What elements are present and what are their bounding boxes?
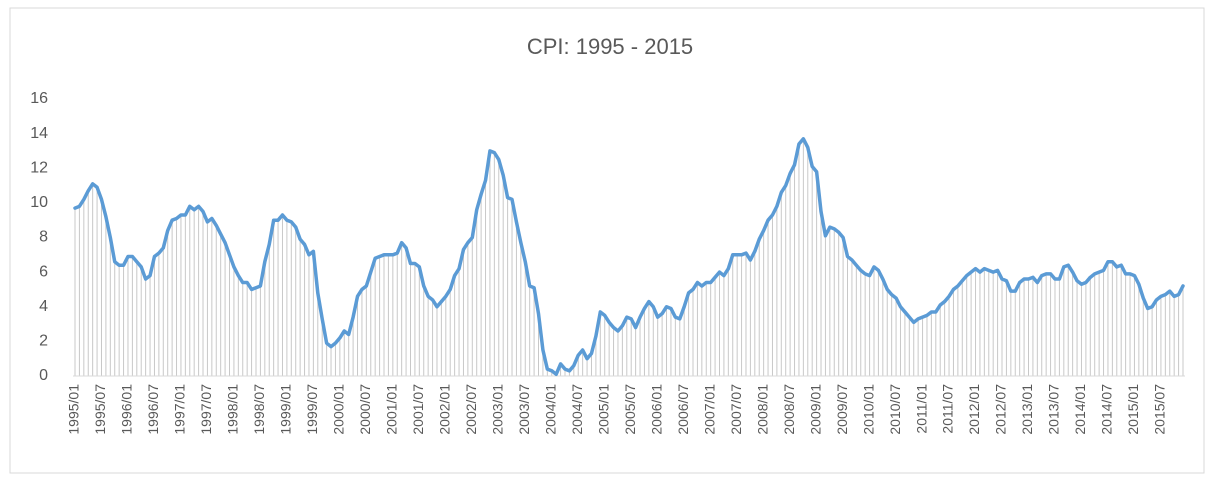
x-tick-label: 1998/01 xyxy=(225,384,241,435)
x-tick-label: 2002/07 xyxy=(463,384,479,435)
y-tick-label: 0 xyxy=(39,367,48,384)
x-tick-label: 2009/01 xyxy=(807,384,823,435)
x-tick-label: 2014/07 xyxy=(1099,384,1115,435)
x-tick-label: 2004/01 xyxy=(542,384,558,435)
x-tick-label: 2000/07 xyxy=(357,384,373,435)
y-tick-label: 6 xyxy=(39,263,48,280)
x-tick-label: 2005/01 xyxy=(595,384,611,435)
x-tick-label: 2015/07 xyxy=(1152,384,1168,435)
x-tick-label: 2003/01 xyxy=(489,384,505,435)
x-tick-label: 1995/07 xyxy=(92,384,108,435)
x-tick-label: 2011/07 xyxy=(940,384,956,434)
y-tick-label: 4 xyxy=(39,298,48,315)
x-tick-label: 2008/07 xyxy=(781,384,797,435)
x-tick-label: 2010/01 xyxy=(860,384,876,435)
y-tick-label: 8 xyxy=(39,229,48,246)
x-tick-label: 2007/07 xyxy=(728,384,744,435)
x-tick-label: 1997/07 xyxy=(198,384,214,435)
x-tick-label: 2000/01 xyxy=(331,384,347,435)
x-tick-label: 1998/07 xyxy=(251,384,267,435)
x-tick-label: 1996/01 xyxy=(119,384,135,435)
chart-border xyxy=(9,7,1205,474)
y-tick-label: 2 xyxy=(39,333,48,350)
x-tick-label: 2013/01 xyxy=(1019,384,1035,435)
x-tick-label: 1996/07 xyxy=(145,384,161,435)
x-tick-label: 2003/07 xyxy=(516,384,532,435)
x-tick-label: 2001/01 xyxy=(384,384,400,435)
x-tick-label: 2010/07 xyxy=(887,384,903,435)
x-tick-label: 1995/01 xyxy=(66,384,82,435)
x-tick-label: 1997/01 xyxy=(172,384,188,435)
x-tick-label: 2005/07 xyxy=(622,384,638,435)
chart-title: CPI: 1995 - 2015 xyxy=(527,34,693,59)
x-tick-label: 2002/01 xyxy=(437,384,453,435)
x-tick-label: 2006/07 xyxy=(675,384,691,435)
x-tick-label: 2006/01 xyxy=(648,384,664,435)
x-tick-label: 2014/01 xyxy=(1072,384,1088,435)
x-tick-label: 2004/07 xyxy=(569,384,585,435)
y-tick-label: 10 xyxy=(30,194,48,211)
y-tick-label: 16 xyxy=(30,90,48,107)
cpi-line xyxy=(73,137,1185,377)
x-tick-label: 2008/01 xyxy=(754,384,770,435)
x-tick-label: 2001/07 xyxy=(410,384,426,435)
x-tick-label: 2015/01 xyxy=(1125,384,1141,435)
x-tick-label: 1999/07 xyxy=(304,384,320,435)
x-tick-label: 2012/01 xyxy=(966,384,982,435)
x-tick-label: 1999/01 xyxy=(278,384,294,435)
y-tick-label: 14 xyxy=(30,125,48,142)
x-tick-label: 2013/07 xyxy=(1046,384,1062,435)
y-tick-label: 12 xyxy=(30,159,48,176)
x-tick-label: 2011/01 xyxy=(913,384,929,434)
x-tick-label: 2007/01 xyxy=(701,384,717,435)
x-tick-label: 2009/07 xyxy=(834,384,850,435)
x-tick-label: 2012/07 xyxy=(993,384,1009,435)
